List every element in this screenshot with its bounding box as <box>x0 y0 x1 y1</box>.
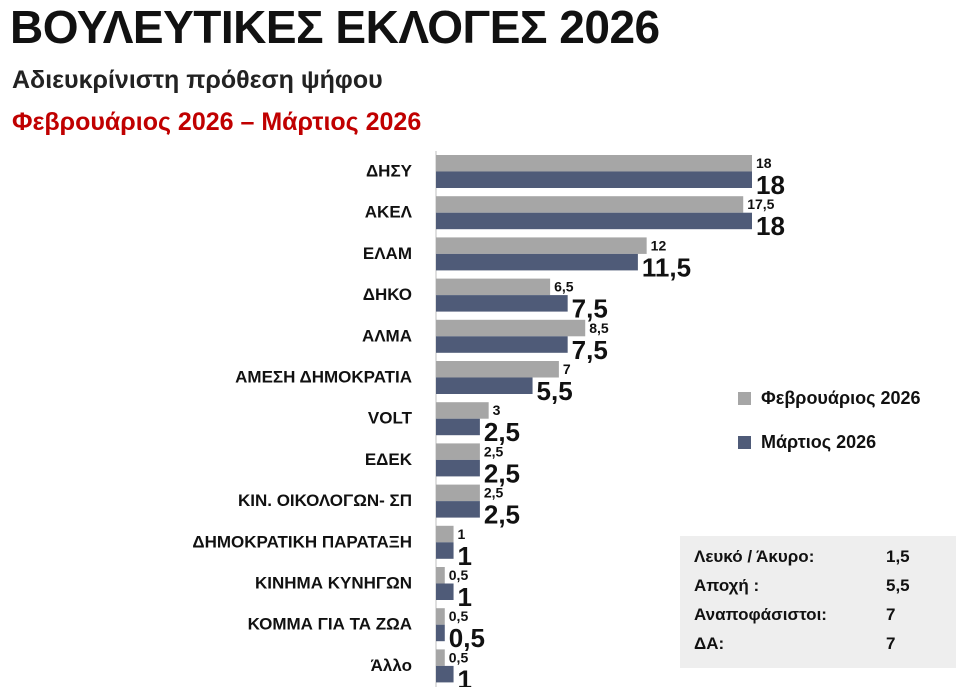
data-label-feb: 1 <box>458 526 466 542</box>
info-row-blank: Λευκό / Άκυρο: 1,5 <box>694 542 956 571</box>
bar-feb <box>436 402 489 419</box>
data-label-mar: 18 <box>756 170 785 200</box>
info-box: Λευκό / Άκυρο: 1,5 Αποχή : 5,5 Αναποφάσι… <box>680 536 956 668</box>
info-row-abstain: Αποχή : 5,5 <box>694 571 956 600</box>
category-label: ΔΗΚΟ <box>363 285 412 304</box>
data-label-feb: 2,5 <box>484 485 504 501</box>
category-label: ΑΛΜΑ <box>362 326 412 345</box>
bar-mar <box>436 459 480 477</box>
info-value: 1,5 <box>886 546 910 566</box>
bar-mar <box>436 295 568 312</box>
data-label-mar: 2,5 <box>484 500 520 530</box>
info-value: 7 <box>886 604 896 624</box>
info-row-undecided: Αναποφάσιστοι: 7 <box>694 600 956 629</box>
category-label: ΔΗΣΥ <box>366 162 413 181</box>
info-label: Λευκό / Άκυρο: <box>694 546 815 566</box>
data-label-feb: 0,5 <box>449 608 469 624</box>
bar-mar <box>436 253 638 271</box>
data-label-feb: 18 <box>756 155 772 171</box>
period-label: Φεβρουάριος 2026 – Μάρτιος 2026 <box>12 108 422 136</box>
bar-mar <box>436 542 454 559</box>
data-label-feb: 17,5 <box>747 196 774 212</box>
bar-feb <box>436 155 752 172</box>
data-label-feb: 7 <box>563 361 571 377</box>
category-label: ΕΛΑΜ <box>363 244 412 263</box>
bar-feb <box>436 567 445 584</box>
data-label-feb: 3 <box>493 402 501 418</box>
data-label-feb: 0,5 <box>449 649 469 665</box>
data-label-mar: 11,5 <box>642 252 691 282</box>
bar-feb <box>436 443 480 460</box>
legend-label-mar: Μάρτιος 2026 <box>761 431 877 452</box>
data-label-feb: 6,5 <box>554 279 574 295</box>
category-label: ΚΟΜΜΑ ΓΙΑ ΤΑ ΖΩΑ <box>248 615 412 634</box>
data-label-mar: 2,5 <box>484 458 520 488</box>
data-label-mar: 18 <box>756 211 785 241</box>
data-label-mar: 1 <box>458 582 472 612</box>
info-label: Αναποφάσιστοι: <box>694 604 827 624</box>
data-label-mar: 5,5 <box>537 376 573 406</box>
bar-feb <box>436 649 445 666</box>
info-value: 5,5 <box>886 575 910 595</box>
bar-mar <box>436 212 752 230</box>
bar-mar <box>436 665 454 683</box>
bar-mar <box>436 418 480 436</box>
info-label: Αποχή : <box>694 575 760 595</box>
legend-swatch-feb <box>738 391 751 405</box>
category-label: ΑΜΕΣΗ ΔΗΜΟΚΡΑΤΙΑ <box>235 368 412 387</box>
bar-feb <box>436 237 647 254</box>
bar-feb <box>436 278 551 296</box>
data-label-feb: 12 <box>651 237 667 253</box>
data-label-mar: 7,5 <box>572 335 608 365</box>
data-label-mar: 2,5 <box>484 417 520 447</box>
legend-label-feb: Φεβρουάριος 2026 <box>761 387 921 408</box>
bar-mar <box>436 501 480 518</box>
data-label-feb: 8,5 <box>589 320 609 336</box>
bar-feb <box>436 525 454 543</box>
data-label-mar: 7,5 <box>572 294 608 324</box>
bar-mar <box>436 624 445 642</box>
legend: Φεβρουάριος 2026 Μάρτιος 2026 <box>738 376 921 464</box>
category-label: ΚΙΝΗΜΑ ΚΥΝΗΓΩΝ <box>255 574 412 593</box>
legend-swatch-mar <box>738 435 751 449</box>
legend-item-mar: Μάρτιος 2026 <box>738 420 921 464</box>
bar-feb <box>436 484 480 502</box>
category-label: ΕΔΕΚ <box>365 450 413 469</box>
data-label-mar: 1 <box>458 541 472 571</box>
legend-item-feb: Φεβρουάριος 2026 <box>738 376 921 420</box>
data-label-mar: 0,5 <box>449 623 485 653</box>
bar-mar <box>436 583 454 600</box>
bar-feb <box>436 361 559 378</box>
category-label: ΚΙΝ. ΟΙΚΟΛΟΓΩΝ- ΣΠ <box>238 491 412 510</box>
bar-mar <box>436 336 568 353</box>
data-label-feb: 0,5 <box>449 567 469 583</box>
bar-mar <box>436 377 533 394</box>
info-row-no-answer: ΔΑ: 7 <box>694 629 956 658</box>
data-label-feb: 2,5 <box>484 443 504 459</box>
bar-feb <box>436 196 744 213</box>
data-label-mar: 1 <box>458 664 472 687</box>
bar-mar <box>436 171 752 188</box>
page-title: ΒΟΥΛΕΥΤΙΚΕΣ ΕΚΛΟΓΕΣ 2026 <box>10 1 660 53</box>
category-label: VOLT <box>368 409 413 428</box>
info-value: 7 <box>886 633 896 653</box>
category-label: ΔΗΜΟΚΡΑΤΙΚΗ ΠΑΡΑΤΑΞΗ <box>192 532 412 551</box>
chart-subtitle: Αδιευκρίνιστη πρόθεση ψήφου <box>12 66 383 94</box>
category-label: ΑΚΕΛ <box>365 203 413 222</box>
bar-feb <box>436 319 586 337</box>
bar-feb <box>436 608 445 625</box>
info-label: ΔΑ: <box>694 633 725 653</box>
category-label: Άλλο <box>371 656 412 675</box>
